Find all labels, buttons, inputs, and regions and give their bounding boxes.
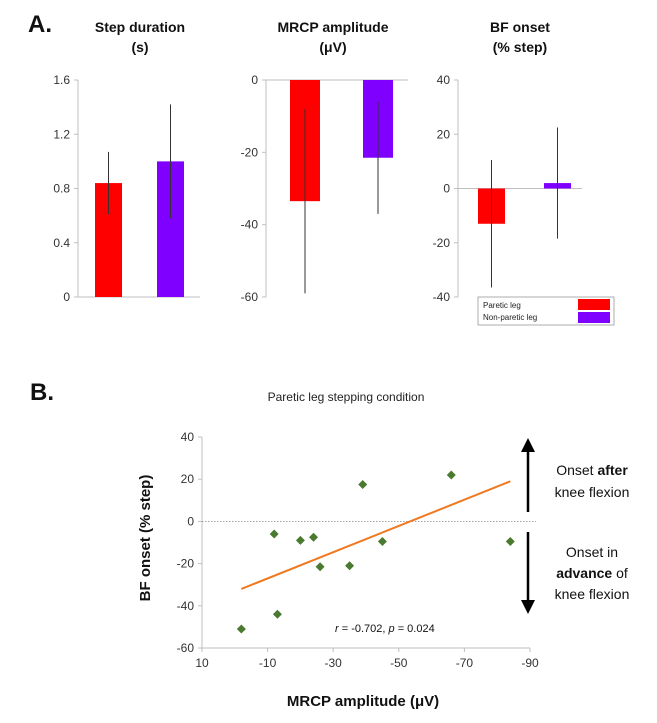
annotation-after-line2: knee flexion xyxy=(555,484,630,500)
stat-r-label: r xyxy=(335,623,340,635)
bf-onset-tick-label: -20 xyxy=(433,236,451,250)
scatter-x-tick-label: 10 xyxy=(195,656,209,670)
mrcp-amplitude-tick-label: -20 xyxy=(241,145,259,159)
bf-onset-tick-label: 20 xyxy=(437,127,451,141)
step-duration-tick-label: 0.8 xyxy=(53,182,70,196)
bf-onset-tick-label: 0 xyxy=(443,182,450,196)
scatter-point xyxy=(309,532,319,542)
chart3-title-line2: (% step) xyxy=(493,39,547,55)
stat-p-label: p xyxy=(388,623,395,635)
scatter-y-tick-label: -60 xyxy=(177,641,195,655)
annotation-advance-line1: Onset in xyxy=(566,544,618,560)
annotation-advance-post: of xyxy=(612,565,628,581)
mrcp-amplitude-tick-label: -60 xyxy=(241,290,259,304)
chart2-title-line1: MRCP amplitude xyxy=(278,19,389,35)
annotation-after-pre: Onset xyxy=(556,462,597,478)
scatter-y-tick-label: -40 xyxy=(177,599,195,613)
scatter-point xyxy=(345,561,355,571)
scatter-point xyxy=(269,529,279,539)
scatter-point xyxy=(295,535,305,545)
legend: Paretic leg Non-paretic leg xyxy=(477,296,615,326)
legend-label-nonparetic: Non-paretic leg xyxy=(483,313,537,322)
mrcp-amplitude-tick-label: -40 xyxy=(241,218,259,232)
step-duration-tick-label: 1.6 xyxy=(53,73,70,87)
scatter-y-tick-label: 20 xyxy=(181,472,195,486)
scatter-point xyxy=(236,624,246,634)
correlation-stat: r = -0.702, p = 0.024 xyxy=(335,623,435,635)
annotation-advance-bold: advance xyxy=(556,565,612,581)
scatter-point xyxy=(272,609,282,619)
stat-r-value: = -0.702, xyxy=(339,623,389,635)
stat-p-value: = 0.024 xyxy=(395,623,435,635)
scatter-title: Paretic leg stepping condition xyxy=(268,390,425,404)
chart1-title-line2: (s) xyxy=(131,39,148,55)
legend-swatch-paretic xyxy=(578,299,610,310)
bf-onset-chart: -40 -20 0 20 40 xyxy=(433,73,582,304)
bf-onset-tick-label: 40 xyxy=(437,73,451,87)
annotation-advance-line2: advance of xyxy=(556,565,628,581)
down-arrow-icon xyxy=(521,532,535,614)
scatter-y-tick-label: -20 xyxy=(177,557,195,571)
annotation-after-line1: Onset after xyxy=(556,462,628,478)
scatter-x-tick-label: -30 xyxy=(325,656,343,670)
regression-line xyxy=(240,480,511,590)
scatter-chart: -60 -40 -20 0 20 40 10 -10 -30 -50 -70 -90 xyxy=(177,430,539,670)
scatter-x-tick-label: -50 xyxy=(390,656,408,670)
scatter-y-axis-label: BF onset (% step) xyxy=(137,475,154,602)
chart2-title-line2: (μV) xyxy=(319,39,346,55)
annotation-advance-line3: knee flexion xyxy=(555,586,630,602)
scatter-x-tick-label: -90 xyxy=(521,656,539,670)
chart1-title-line1: Step duration xyxy=(95,19,185,35)
scatter-y-tick-label: 40 xyxy=(181,430,195,444)
scatter-point xyxy=(505,536,515,546)
mrcp-amplitude-chart: -60 -40 -20 0 xyxy=(241,73,408,304)
step-duration-tick-label: 0.4 xyxy=(53,236,70,250)
mrcp-amplitude-tick-label: 0 xyxy=(251,73,258,87)
legend-label-paretic: Paretic leg xyxy=(483,301,521,310)
annotation-after-bold: after xyxy=(597,462,628,478)
scatter-x-tick-label: -70 xyxy=(456,656,474,670)
scatter-y-tick-label: 0 xyxy=(187,514,194,528)
chart3-title-line1: BF onset xyxy=(490,19,550,35)
scatter-x-tick-label: -10 xyxy=(259,656,277,670)
scatter-point xyxy=(377,536,387,546)
scatter-point xyxy=(315,562,325,572)
step-duration-tick-label: 0 xyxy=(63,290,70,304)
scatter-point xyxy=(446,470,456,480)
step-duration-chart: 0 0.4 0.8 1.2 1.6 xyxy=(53,73,200,304)
scatter-point xyxy=(358,479,368,489)
legend-swatch-nonparetic xyxy=(578,312,610,323)
up-arrow-icon xyxy=(521,438,535,512)
scatter-x-axis-label: MRCP amplitude (μV) xyxy=(287,693,439,710)
step-duration-tick-label: 1.2 xyxy=(53,127,70,141)
panel-b-letter: B. xyxy=(30,379,54,406)
bf-onset-tick-label: -40 xyxy=(433,290,451,304)
panel-a-letter: A. xyxy=(28,11,52,38)
